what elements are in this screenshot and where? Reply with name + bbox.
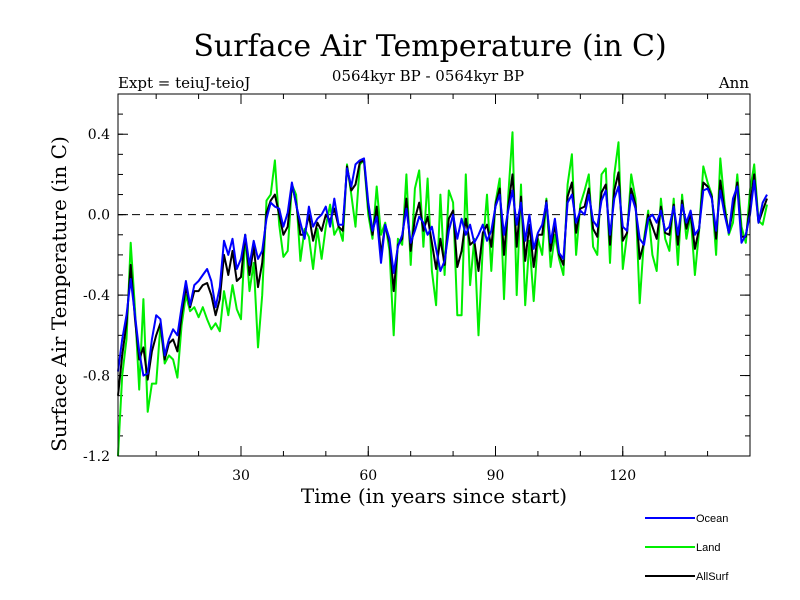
x-tick-label: 120 (609, 468, 636, 484)
expt-label: Expt = teiuJ-teioJ (118, 74, 250, 92)
y-axis-label: Surface Air Temperature (in C) (47, 136, 71, 452)
x-tick-label: 30 (232, 468, 250, 484)
x-tick-label: 90 (487, 468, 505, 484)
plot-area: -1.2 -0.8 -0.4 0.0 0.4 30 60 90 120 (83, 93, 768, 484)
x-tick-label: 60 (359, 468, 377, 484)
series-line-land (117, 131, 768, 457)
y-tick-label: -0.8 (83, 369, 110, 385)
series-line-allsurf (117, 159, 768, 396)
x-axis-label: Time (in years since start) (301, 484, 567, 508)
plot-frame (117, 93, 751, 457)
y-tick-label: 0.0 (88, 208, 110, 224)
chart-subtitle: 0564kyr BP - 0564kyr BP (332, 67, 524, 85)
series-lines (117, 131, 768, 457)
y-tick-label: -0.4 (83, 288, 110, 304)
y-tick-label: 0.4 (88, 127, 110, 143)
legend-label-ocean: Ocean (696, 513, 728, 525)
axis-tick-labels: -1.2 -0.8 -0.4 0.0 0.4 30 60 90 120 (83, 127, 636, 484)
legend-label-land: Land (696, 542, 720, 554)
y-tick-label: -1.2 (83, 449, 110, 465)
season-label: Ann (718, 74, 749, 92)
chart-legend: Ocean Land AllSurf (645, 513, 729, 583)
legend-label-allsurf: AllSurf (696, 571, 729, 583)
axis-ticks (118, 93, 750, 457)
series-line-ocean (117, 157, 768, 377)
chart-title: Surface Air Temperature (in C) (193, 29, 666, 64)
